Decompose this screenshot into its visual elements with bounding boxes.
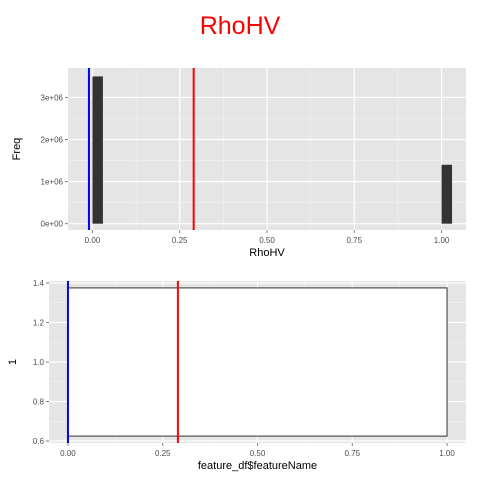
y-tick-label: 0e+00 xyxy=(41,220,64,229)
x-tick-label: 0.25 xyxy=(155,449,171,458)
x-tick-label: 0.75 xyxy=(344,449,360,458)
page-title: RhoHV xyxy=(199,12,281,40)
x-tick-label: 0.00 xyxy=(60,449,76,458)
x-axis-label: feature_df$featureName xyxy=(198,460,317,472)
y-tick-label: 3e+06 xyxy=(41,93,64,102)
histogram-bar xyxy=(441,164,453,224)
x-tick-label: 1.00 xyxy=(434,236,450,245)
x-tick-label: 0.75 xyxy=(346,236,362,245)
x-tick-label: 0.25 xyxy=(172,236,188,245)
x-axis-label: RhoHV xyxy=(249,247,285,259)
y-tick-label: 1.2 xyxy=(33,318,45,327)
x-tick-label: 1.00 xyxy=(439,449,455,458)
x-tick-label: 0.50 xyxy=(250,449,266,458)
y-axis-label: Freq xyxy=(11,138,23,161)
box-rect xyxy=(67,287,448,437)
y-tick-label: 1.0 xyxy=(33,358,45,367)
y-tick-label: 0.8 xyxy=(33,398,45,407)
y-tick-label: 1.4 xyxy=(33,279,45,288)
x-tick-label: 0.50 xyxy=(259,236,275,245)
y-tick-label: 0.6 xyxy=(33,437,45,446)
y-axis-label: 1 xyxy=(7,359,19,365)
y-tick-label: 1e+06 xyxy=(41,178,64,187)
x-tick-label: 0.00 xyxy=(85,236,101,245)
y-tick-label: 2e+06 xyxy=(41,136,64,145)
histogram-bar xyxy=(92,76,103,224)
